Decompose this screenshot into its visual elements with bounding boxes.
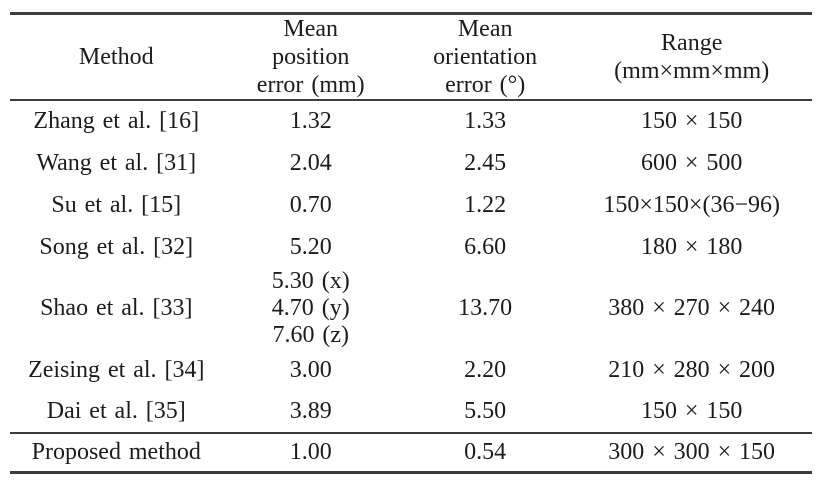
position-error-cell: 3.89 — [289, 398, 332, 424]
header-row: Method Mean position error (mm) Mean ori… — [10, 13, 812, 101]
header-orientation-error: Mean orientation error (°) — [398, 13, 572, 101]
header-range: Range (mm×mm×mm) — [571, 13, 812, 101]
table-row-zhang: Zhang et al. [16] 1.32 1.33 150 × 150 — [10, 100, 812, 142]
position-error-cell: 0.70 — [289, 191, 332, 218]
position-error-cell: 3.00 — [289, 356, 332, 383]
header-method: Method — [10, 13, 223, 101]
range-cell: 380 × 270 × 240 — [608, 295, 776, 321]
table-row-shao: Shao et al. [33] 5.30 (x) 4.70 (y) 7.60 … — [10, 268, 812, 349]
orientation-error-cell: 2.45 — [464, 149, 507, 176]
range-cell: 150 × 150 — [640, 398, 743, 424]
position-error-cell: 1.32 — [289, 108, 332, 134]
table-row-zeising: Zeising et al. [34] 3.00 2.20 210 × 280 … — [10, 349, 812, 391]
method-cell: Wang et al. [31] — [36, 149, 197, 176]
orientation-error-cell: 5.50 — [464, 398, 507, 424]
range-cell: 150 × 150 — [640, 108, 743, 134]
method-cell: Song et al. [32] — [39, 233, 194, 260]
orientation-error-cell: 1.33 — [464, 108, 507, 134]
table-row-dai: Dai et al. [35] 3.89 5.50 150 × 150 — [10, 391, 812, 433]
range-cell: 180 × 180 — [640, 233, 743, 260]
range-cell: 150×150×(36−96) — [603, 191, 780, 218]
method-cell: Shao et al. [33] — [40, 295, 193, 321]
method-cell: Zeising et al. [34] — [28, 356, 205, 383]
table-body: Zhang et al. [16] 1.32 1.33 150 × 150 Wa… — [10, 100, 812, 472]
method-cell: Proposed method — [10, 432, 223, 472]
method-comparison-table: Method Mean position error (mm) Mean ori… — [10, 12, 812, 474]
table-row-wang: Wang et al. [31] 2.04 2.45 600 × 500 — [10, 142, 812, 184]
orientation-error-cell: 6.60 — [464, 233, 507, 260]
header-position-error: Mean position error (mm) — [222, 13, 399, 101]
table-header: Method Mean position error (mm) Mean ori… — [10, 13, 812, 101]
orientation-error-cell: 13.70 — [458, 295, 513, 321]
method-cell: Zhang et al. [16] — [33, 108, 200, 134]
method-cell: Dai et al. [35] — [46, 398, 186, 424]
table-row-song: Song et al. [32] 5.20 6.60 180 × 180 — [10, 226, 812, 268]
method-cell: Su et al. [15] — [51, 191, 182, 218]
range-cell: 300 × 300 × 150 — [571, 432, 812, 472]
orientation-error-cell: 2.20 — [464, 356, 507, 383]
table-row-proposed-method: Proposed method 1.00 0.54 300 × 300 × 15… — [10, 432, 812, 472]
table-row-su: Su et al. [15] 0.70 1.22 150×150×(36−96) — [10, 184, 812, 226]
position-error-cell: 1.00 — [222, 432, 399, 472]
orientation-error-cell: 0.54 — [398, 432, 572, 472]
position-error-cell: 2.04 — [289, 149, 332, 176]
range-cell: 210 × 280 × 200 — [608, 356, 776, 383]
range-cell: 600 × 500 — [640, 149, 743, 176]
orientation-error-cell: 1.22 — [464, 191, 507, 218]
position-error-cell: 5.20 — [289, 233, 332, 260]
position-error-cell: 5.30 (x) 4.70 (y) 7.60 (z) — [271, 268, 350, 348]
